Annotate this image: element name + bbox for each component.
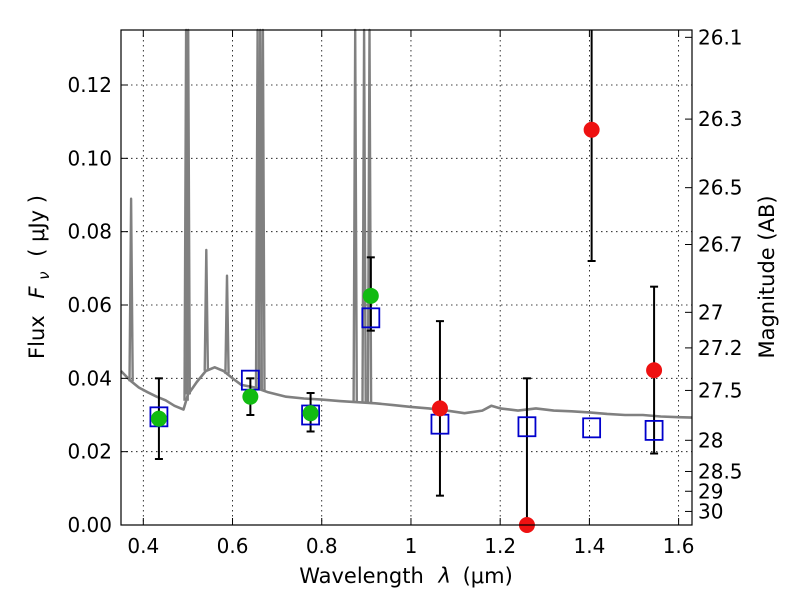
spectrum-emission-line	[203, 248, 210, 371]
x-tick-label: 0.6	[217, 534, 249, 558]
right-tick-label: 26.7	[698, 233, 743, 257]
x-tick-label: 1	[405, 534, 418, 558]
y-axis-label-unit: ( μJy )	[25, 195, 49, 257]
right-tick-label: 29	[698, 479, 723, 503]
circle-marker	[431, 400, 448, 417]
y-axis-label: Flux F ν ( μJy )	[25, 195, 54, 359]
model-spectrum	[120, 28, 693, 419]
y-axis-label-symbol: F	[25, 286, 49, 299]
x-axis-label-text: Wavelength	[299, 564, 424, 588]
square-marker	[517, 416, 537, 438]
right-tick-label: 28	[698, 428, 723, 452]
y-axis-label-subscript: ν	[35, 271, 53, 279]
x-axis-label-symbol: λ	[437, 564, 450, 588]
circle-marker	[362, 287, 379, 304]
spectrum-emission-line	[361, 28, 367, 403]
y-tick-label: 0.04	[67, 366, 112, 390]
spectrum-emission-line	[352, 28, 358, 403]
x-tick-label: 0.8	[306, 534, 338, 558]
circle-marker	[150, 410, 167, 427]
x-tick-label: 1.2	[484, 534, 516, 558]
y-tick-label: 0.06	[67, 293, 112, 317]
right-tick-label: 27.2	[698, 336, 743, 360]
circle-marker	[646, 362, 663, 379]
spectrum-emission-line	[128, 197, 134, 382]
right-tick-label: 28.5	[698, 459, 743, 483]
error-bars	[154, 30, 659, 525]
x-tick-label: 0.4	[127, 534, 159, 558]
right-tick-label: 27	[698, 300, 723, 324]
y-axis-label-prefix: Flux	[25, 315, 49, 359]
right-tick-label: 30	[698, 499, 723, 523]
ticks: 0.4 0.6 0.8 1 1.2 1.4 1.6 0.00 0.02 0.04 0.06 0.08 0…	[67, 25, 742, 558]
right-tick-label: 27.5	[698, 378, 743, 402]
spectrum-emission-line	[366, 28, 373, 403]
grid	[121, 30, 692, 525]
right-tick-label: 26.3	[698, 107, 743, 131]
square-marker	[644, 419, 664, 441]
y-tick-label: 0.00	[67, 513, 112, 537]
circle-marker	[242, 388, 259, 405]
right-tick-label: 26.5	[698, 176, 743, 200]
y-tick-label: 0.12	[67, 73, 112, 97]
plot-frame	[120, 29, 693, 526]
y-axis-right-label: Magnitude (AB)	[755, 195, 779, 358]
spectrum-emission-line	[224, 274, 230, 374]
circle-marker	[302, 405, 319, 422]
spectrum-continuum	[120, 365, 693, 419]
data-markers	[149, 121, 664, 533]
x-tick-label: 1.4	[573, 534, 605, 558]
y-tick-label: 0.02	[67, 440, 112, 464]
circle-marker	[583, 121, 600, 138]
right-tick-label: 26.1	[698, 25, 743, 49]
y-tick-label: 0.10	[67, 146, 112, 170]
square-marker	[582, 417, 602, 439]
square-marker	[361, 307, 381, 329]
spectrum-emission-line	[260, 28, 266, 391]
x-tick-label: 1.6	[663, 534, 695, 558]
y-tick-label: 0.08	[67, 220, 112, 244]
x-axis-label: Wavelength λ (μm)	[299, 564, 513, 588]
x-axis-label-unit: (μm)	[463, 564, 513, 588]
